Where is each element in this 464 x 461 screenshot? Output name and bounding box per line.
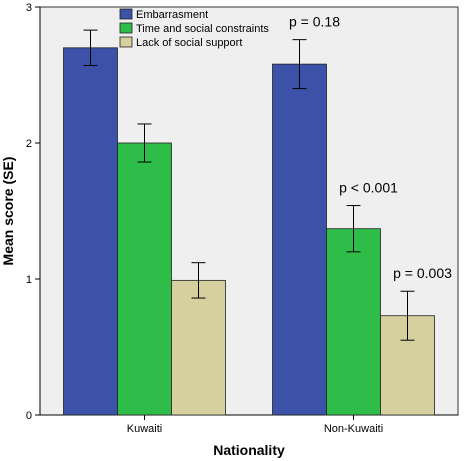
p-value-label: p = 0.003 bbox=[393, 265, 452, 281]
y-axis: 0 1 2 3 bbox=[26, 2, 41, 422]
annotations: p = 0.18 p < 0.001 p = 0.003 bbox=[289, 14, 452, 282]
bar bbox=[272, 63, 327, 416]
x-axis: Kuwaiti Non-Kuwaiti bbox=[40, 414, 458, 435]
y-tick-label: 2 bbox=[26, 138, 32, 150]
y-tick-label: 3 bbox=[26, 2, 32, 14]
legend-label: Embarrasment bbox=[136, 9, 208, 21]
p-value-label: p = 0.18 bbox=[289, 14, 340, 30]
y-axis-title: Mean score (SE) bbox=[0, 157, 16, 266]
x-axis-title: Nationality bbox=[213, 442, 285, 458]
bar bbox=[326, 228, 381, 416]
legend-label: Time and social constraints bbox=[136, 23, 269, 35]
bar bbox=[171, 279, 226, 416]
legend-swatch bbox=[119, 8, 133, 20]
y-tick-label: 1 bbox=[26, 274, 32, 286]
bar bbox=[63, 47, 118, 416]
bars bbox=[63, 29, 435, 416]
legend-swatch bbox=[119, 36, 133, 48]
x-tick-label: Kuwaiti bbox=[127, 423, 162, 435]
bar bbox=[117, 142, 172, 416]
x-tick-label: Non-Kuwaiti bbox=[324, 423, 383, 435]
p-value-label: p < 0.001 bbox=[339, 180, 398, 196]
legend-label: Lack of social support bbox=[136, 37, 242, 49]
legend-swatch bbox=[119, 22, 133, 34]
legend: Embarrasment Time and social constraints L… bbox=[119, 8, 269, 49]
y-tick-label: 0 bbox=[26, 410, 32, 422]
